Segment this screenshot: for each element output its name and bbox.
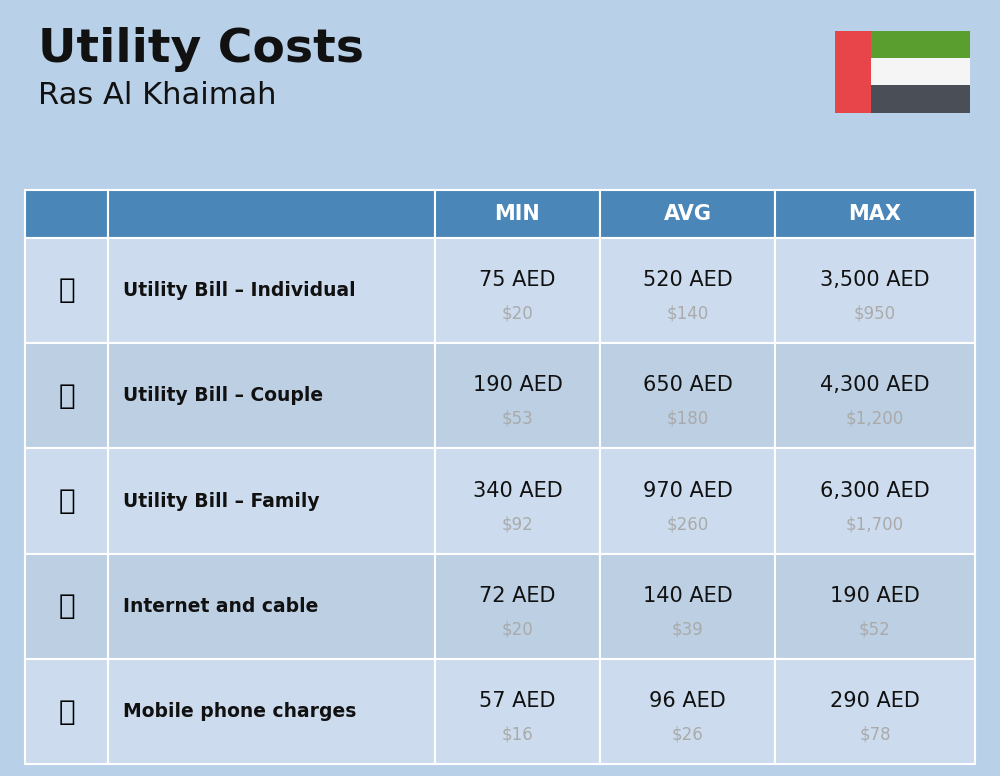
Text: Utility Bill – Couple: Utility Bill – Couple xyxy=(123,386,323,405)
Bar xyxy=(435,237,600,343)
Text: $20: $20 xyxy=(502,621,533,639)
Text: 340 AED: 340 AED xyxy=(473,480,562,501)
Text: Mobile phone charges: Mobile phone charges xyxy=(123,702,356,721)
Text: $1,700: $1,700 xyxy=(846,515,904,533)
Text: $39: $39 xyxy=(672,621,703,639)
Text: 📱: 📱 xyxy=(58,698,75,726)
Text: AVG: AVG xyxy=(664,204,712,224)
Text: $1,200: $1,200 xyxy=(846,410,904,428)
Text: 📡: 📡 xyxy=(58,592,75,620)
Bar xyxy=(25,237,108,343)
Text: 🔧: 🔧 xyxy=(58,276,75,304)
Bar xyxy=(871,31,970,58)
Text: MIN: MIN xyxy=(495,204,540,224)
Bar xyxy=(775,343,975,449)
Text: Internet and cable: Internet and cable xyxy=(123,597,318,616)
Text: 72 AED: 72 AED xyxy=(479,586,556,606)
Text: 3,500 AED: 3,500 AED xyxy=(820,270,930,290)
Text: Ras Al Khaimah: Ras Al Khaimah xyxy=(38,81,276,110)
Bar xyxy=(600,554,775,659)
Bar xyxy=(108,659,435,764)
Bar xyxy=(775,190,975,237)
Bar xyxy=(25,659,108,764)
Text: 75 AED: 75 AED xyxy=(479,270,556,290)
Text: 🔧: 🔧 xyxy=(58,382,75,410)
Text: 140 AED: 140 AED xyxy=(643,586,732,606)
Bar xyxy=(600,237,775,343)
Bar xyxy=(435,554,600,659)
Text: 290 AED: 290 AED xyxy=(830,691,920,711)
Bar xyxy=(435,343,600,449)
Bar xyxy=(871,85,970,113)
Text: $26: $26 xyxy=(672,726,703,744)
Text: 4,300 AED: 4,300 AED xyxy=(820,376,930,395)
Text: 970 AED: 970 AED xyxy=(643,480,732,501)
Bar xyxy=(600,343,775,449)
Text: MAX: MAX xyxy=(848,204,902,224)
Bar xyxy=(435,449,600,554)
Text: Utility Bill – Individual: Utility Bill – Individual xyxy=(123,281,356,300)
Text: 96 AED: 96 AED xyxy=(649,691,726,711)
Text: $950: $950 xyxy=(854,305,896,323)
Bar xyxy=(435,190,600,237)
Bar xyxy=(600,190,775,237)
Bar xyxy=(25,190,108,237)
Bar xyxy=(108,237,435,343)
Bar xyxy=(775,237,975,343)
Bar xyxy=(25,449,108,554)
Bar xyxy=(835,31,871,113)
Text: 🔧: 🔧 xyxy=(58,487,75,515)
Text: 650 AED: 650 AED xyxy=(643,376,732,395)
Text: $20: $20 xyxy=(502,305,533,323)
Bar xyxy=(600,659,775,764)
Bar xyxy=(775,554,975,659)
Text: $180: $180 xyxy=(666,410,709,428)
Text: $52: $52 xyxy=(859,621,891,639)
Bar xyxy=(108,190,435,237)
Bar xyxy=(108,343,435,449)
Text: $260: $260 xyxy=(666,515,709,533)
Bar xyxy=(600,449,775,554)
Text: 190 AED: 190 AED xyxy=(830,586,920,606)
Bar xyxy=(775,659,975,764)
Bar xyxy=(775,449,975,554)
Bar xyxy=(871,58,970,85)
Bar xyxy=(108,449,435,554)
Bar xyxy=(25,554,108,659)
Text: $53: $53 xyxy=(502,410,533,428)
Text: 520 AED: 520 AED xyxy=(643,270,732,290)
Text: 190 AED: 190 AED xyxy=(473,376,562,395)
Text: Utility Costs: Utility Costs xyxy=(38,27,364,72)
Text: $140: $140 xyxy=(666,305,709,323)
Text: $16: $16 xyxy=(502,726,533,744)
Text: $92: $92 xyxy=(502,515,533,533)
Text: $78: $78 xyxy=(859,726,891,744)
Text: 6,300 AED: 6,300 AED xyxy=(820,480,930,501)
Text: Utility Bill – Family: Utility Bill – Family xyxy=(123,491,320,511)
Text: 57 AED: 57 AED xyxy=(479,691,556,711)
Bar xyxy=(435,659,600,764)
Bar xyxy=(25,343,108,449)
Bar xyxy=(108,554,435,659)
